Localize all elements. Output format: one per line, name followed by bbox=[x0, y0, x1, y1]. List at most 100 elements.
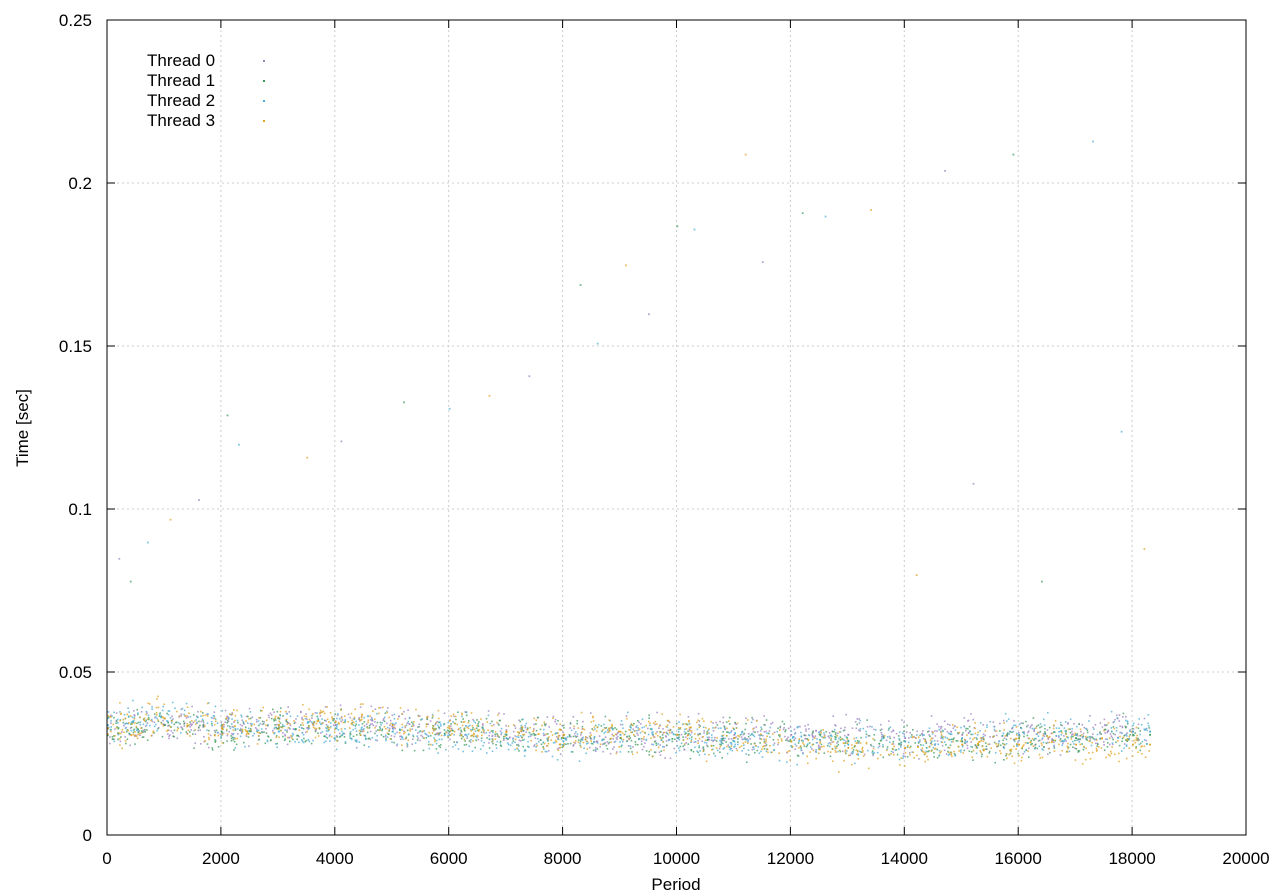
data-point bbox=[832, 715, 834, 717]
data-point bbox=[778, 734, 780, 736]
data-point bbox=[692, 750, 695, 753]
data-point bbox=[1070, 736, 1073, 738]
data-point bbox=[996, 745, 998, 748]
data-point bbox=[1013, 724, 1015, 727]
data-point bbox=[805, 745, 808, 748]
data-point bbox=[734, 745, 736, 748]
data-point bbox=[838, 737, 840, 740]
data-point bbox=[903, 735, 906, 738]
data-point bbox=[925, 742, 928, 744]
data-point bbox=[461, 713, 463, 716]
data-point bbox=[572, 716, 575, 718]
data-point bbox=[1013, 739, 1016, 741]
data-point bbox=[1125, 719, 1127, 722]
data-point bbox=[866, 719, 868, 721]
data-point bbox=[250, 725, 253, 727]
data-point bbox=[872, 738, 874, 740]
data-point bbox=[1067, 747, 1069, 750]
data-point bbox=[685, 728, 688, 730]
data-point bbox=[839, 736, 842, 738]
data-point bbox=[752, 730, 755, 733]
data-point bbox=[1140, 745, 1142, 748]
data-point bbox=[286, 731, 288, 733]
data-point bbox=[917, 746, 919, 748]
data-point bbox=[1107, 722, 1110, 724]
data-point bbox=[1041, 748, 1043, 750]
data-point bbox=[1135, 747, 1137, 750]
data-point bbox=[777, 741, 780, 744]
data-point bbox=[454, 715, 457, 718]
data-point bbox=[789, 738, 792, 741]
data-point bbox=[977, 742, 979, 745]
data-point bbox=[609, 752, 612, 755]
data-point bbox=[261, 731, 263, 733]
data-point bbox=[939, 752, 941, 754]
data-point bbox=[381, 729, 383, 732]
data-point bbox=[1135, 737, 1138, 739]
data-point bbox=[417, 732, 419, 734]
data-point bbox=[180, 715, 182, 717]
data-point bbox=[555, 732, 557, 734]
data-point bbox=[707, 739, 709, 741]
data-point bbox=[123, 724, 125, 727]
data-point bbox=[963, 717, 966, 719]
data-point bbox=[245, 730, 248, 732]
data-point bbox=[872, 754, 874, 757]
data-point bbox=[214, 739, 216, 741]
data-point bbox=[443, 712, 446, 715]
data-point bbox=[865, 733, 868, 735]
data-point bbox=[880, 728, 883, 731]
data-point bbox=[1118, 720, 1121, 722]
data-point bbox=[532, 730, 534, 733]
data-point bbox=[401, 749, 404, 752]
data-point bbox=[1004, 735, 1007, 737]
data-point bbox=[714, 755, 717, 757]
data-point bbox=[743, 744, 745, 746]
data-point bbox=[1034, 744, 1036, 746]
data-point bbox=[314, 736, 317, 739]
data-point bbox=[1086, 739, 1088, 741]
data-point bbox=[1021, 756, 1023, 759]
data-point bbox=[924, 752, 927, 754]
data-point bbox=[801, 739, 803, 742]
data-point bbox=[230, 740, 233, 742]
data-point bbox=[497, 714, 499, 716]
data-point bbox=[701, 717, 704, 720]
data-point bbox=[131, 716, 134, 719]
data-point bbox=[794, 748, 796, 750]
data-point bbox=[654, 720, 657, 723]
data-point bbox=[862, 750, 864, 752]
data-point bbox=[555, 736, 558, 738]
data-point bbox=[1111, 736, 1114, 739]
y-tick-label: 0.05 bbox=[59, 663, 92, 682]
data-point bbox=[199, 724, 201, 727]
data-point bbox=[151, 720, 154, 723]
data-point bbox=[1013, 762, 1016, 765]
data-point bbox=[317, 732, 319, 735]
data-point bbox=[533, 723, 535, 726]
data-point bbox=[314, 729, 317, 732]
data-point bbox=[737, 741, 739, 743]
data-point bbox=[383, 725, 386, 728]
data-point bbox=[790, 733, 793, 736]
data-point bbox=[819, 742, 821, 744]
data-point bbox=[503, 713, 505, 715]
data-point bbox=[191, 723, 193, 726]
data-point bbox=[438, 732, 441, 734]
data-point bbox=[478, 721, 480, 723]
data-point bbox=[909, 732, 911, 734]
data-point bbox=[1023, 731, 1025, 733]
data-point bbox=[171, 701, 174, 704]
data-point bbox=[468, 745, 470, 747]
data-point bbox=[757, 746, 760, 748]
data-point bbox=[435, 748, 438, 750]
data-point bbox=[230, 737, 233, 740]
data-point bbox=[414, 742, 417, 744]
data-point bbox=[562, 724, 565, 727]
data-point bbox=[867, 735, 870, 737]
data-point bbox=[245, 726, 247, 729]
data-point bbox=[907, 741, 910, 744]
data-point bbox=[543, 728, 545, 731]
data-point bbox=[285, 710, 287, 713]
data-point bbox=[986, 755, 989, 758]
